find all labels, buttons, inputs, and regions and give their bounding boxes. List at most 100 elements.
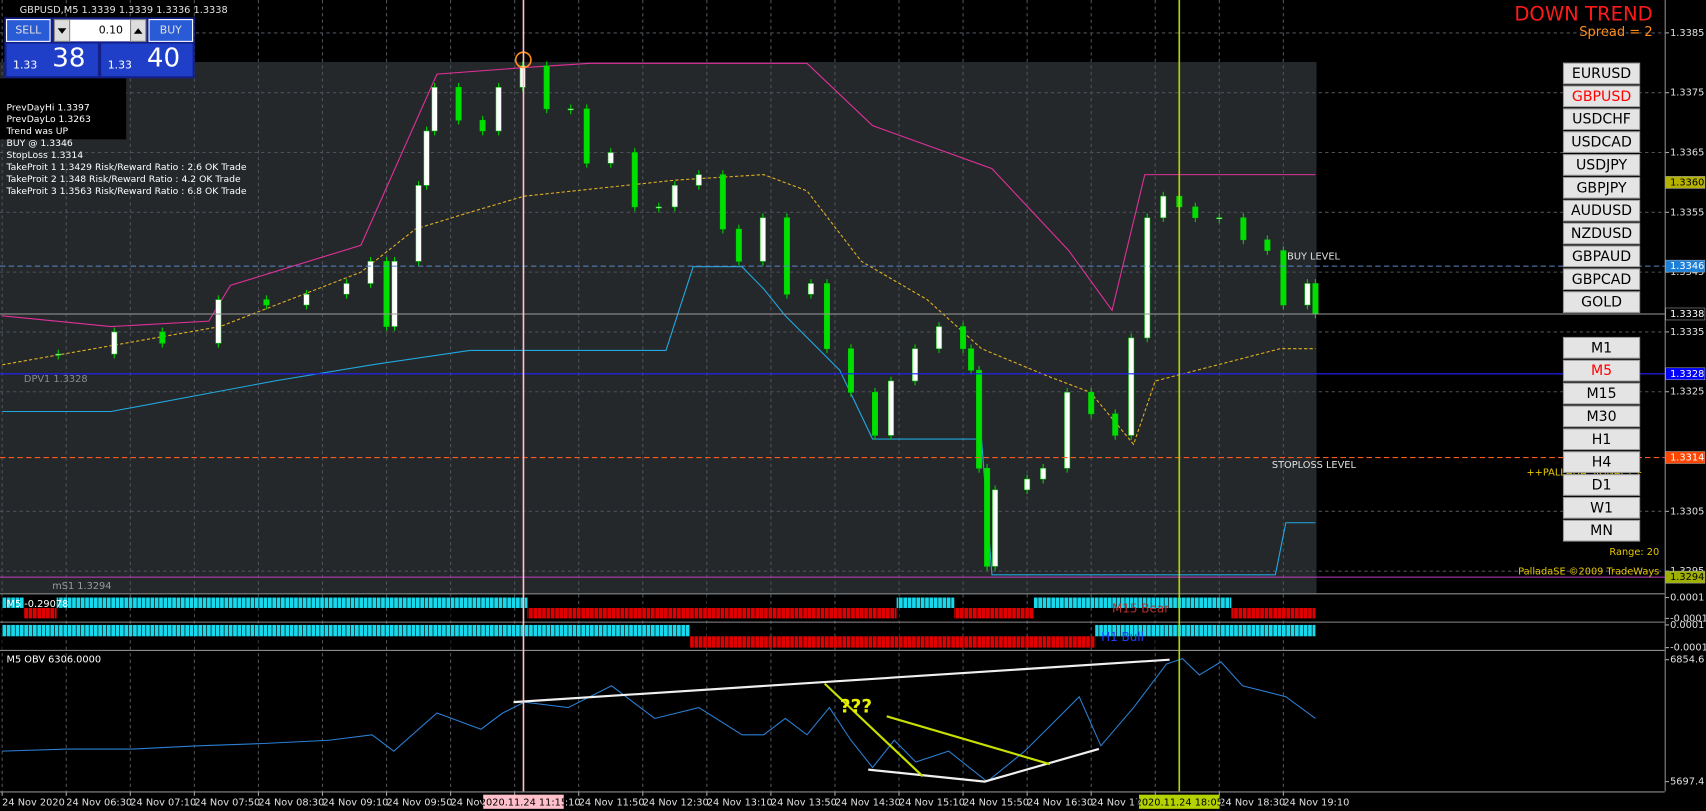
- panel-annotation: M15 Bear: [1112, 602, 1169, 616]
- timeframes-label[interactable]: H1: [1592, 432, 1612, 448]
- timeframes-label[interactable]: D1: [1592, 478, 1612, 494]
- buy-button[interactable]: [148, 19, 194, 42]
- candle: [1192, 206, 1199, 218]
- symbols-label[interactable]: GBPJPY: [1576, 180, 1627, 196]
- symbols-button[interactable]: [1562, 62, 1641, 85]
- lots-value[interactable]: 0.10: [99, 23, 123, 36]
- candle: [1088, 392, 1095, 415]
- symbols-button[interactable]: [1562, 85, 1641, 108]
- timeframes-button[interactable]: [1562, 496, 1641, 519]
- level-text: DPV1 1.3328: [24, 374, 88, 385]
- candle: [1216, 217, 1223, 220]
- symbols-label[interactable]: GOLD: [1581, 295, 1622, 311]
- info-line: TakeProit 2 1.348 Risk/Reward Ratio : 4.…: [6, 174, 241, 185]
- y-tick-label: 6854.6: [1670, 655, 1704, 666]
- candle: [431, 87, 438, 132]
- symbols-label[interactable]: GBPAUD: [1572, 249, 1631, 265]
- timeframes-button[interactable]: [1562, 428, 1641, 451]
- symbols-label[interactable]: USDCHF: [1572, 112, 1631, 128]
- info-line: TakeProit 1 1.3429 Risk/Reward Ratio : 2…: [6, 162, 247, 173]
- buy-label[interactable]: BUY: [160, 23, 182, 36]
- candle: [992, 489, 999, 567]
- candle: [1240, 217, 1247, 241]
- symbols-label[interactable]: AUDUSD: [1571, 203, 1632, 219]
- timeframes-label[interactable]: M15: [1586, 386, 1616, 402]
- state-bar: [2, 597, 24, 608]
- timeframes-label[interactable]: M1: [1591, 340, 1612, 356]
- symbols-button[interactable]: [1562, 154, 1641, 176]
- symbols-label[interactable]: EURUSD: [1572, 66, 1631, 82]
- copyright: PalladaSE ©2009 TradeWays: [1518, 567, 1659, 578]
- timeframes-button[interactable]: [1562, 336, 1641, 359]
- obv-annotations: [513, 658, 1170, 783]
- level-text: STOPLOSS LEVEL: [1272, 460, 1357, 471]
- timeframes-label[interactable]: MN: [1590, 523, 1613, 539]
- candle: [1112, 413, 1119, 436]
- symbols-label[interactable]: USDJPY: [1576, 157, 1628, 173]
- y-tick-label: 1.3335: [1670, 327, 1704, 338]
- symbols-label[interactable]: USDCAD: [1571, 135, 1632, 151]
- y-tick-label: 1.3305: [1670, 506, 1704, 517]
- symbols-button[interactable]: [1562, 291, 1641, 313]
- symbols-button[interactable]: [1562, 108, 1641, 131]
- state-bar: [527, 607, 897, 619]
- trend-line: [868, 747, 1100, 783]
- symbols-button[interactable]: [1562, 268, 1641, 291]
- overlay-line: [2, 266, 1316, 576]
- sell-label[interactable]: SELL: [15, 23, 41, 36]
- overlay-line: [2, 174, 1316, 446]
- timeframes-button[interactable]: [1562, 382, 1641, 405]
- candle: [455, 87, 462, 121]
- y-tick-label: 0.0001: [1670, 593, 1704, 604]
- x-tick-label: 24 Nov 09:10: [322, 797, 388, 808]
- lots-input[interactable]: [54, 19, 146, 42]
- bid-box[interactable]: [6, 43, 98, 77]
- x-tick-label: 24 Nov 14:30: [835, 797, 901, 808]
- ask-box[interactable]: [101, 43, 193, 77]
- timeframes-label[interactable]: M5: [1591, 363, 1612, 379]
- timeframes-button[interactable]: [1562, 519, 1641, 542]
- timeframes-button[interactable]: [1562, 405, 1641, 428]
- symbols-button[interactable]: [1562, 245, 1641, 268]
- candle: [936, 326, 943, 349]
- sell-button[interactable]: [5, 19, 51, 42]
- candle: [735, 228, 742, 262]
- symbols-button[interactable]: [1562, 199, 1641, 222]
- x-tick-label: 24 Nov 13:10: [707, 797, 773, 808]
- trade-panel: SELL 0.10 BUY 1.33 38 1.33 40: [4, 17, 195, 79]
- trend-line: [886, 715, 1051, 766]
- symbols-button[interactable]: [1562, 176, 1641, 199]
- x-tick-label: 24 Nov 17:10: [1091, 797, 1157, 808]
- bid-pips[interactable]: 38: [52, 43, 85, 73]
- x-tick-label: 24 Nov 18:30: [1219, 797, 1285, 808]
- separators: [0, 0, 1666, 793]
- symbols-label[interactable]: NZDUSD: [1571, 226, 1632, 242]
- timeframes-button[interactable]: [1562, 451, 1641, 473]
- symbols-label[interactable]: GBPUSD: [1572, 89, 1631, 105]
- level-box: [1665, 259, 1706, 273]
- spread: Spread = 2: [1579, 25, 1652, 40]
- symbols-label[interactable]: GBPCAD: [1572, 272, 1632, 288]
- timeframes-button[interactable]: [1562, 359, 1641, 382]
- symbols-button[interactable]: [1562, 131, 1641, 153]
- ask-big[interactable]: 1.33: [108, 58, 132, 71]
- timeframes-button[interactable]: [1562, 474, 1641, 496]
- candle: [655, 206, 662, 209]
- candle: [415, 185, 422, 262]
- level-box: [1665, 176, 1706, 189]
- y-tick-label: 1.3325: [1670, 387, 1704, 398]
- candle: [495, 87, 502, 132]
- symbols-button[interactable]: [1562, 222, 1641, 245]
- ask-pips[interactable]: 40: [147, 43, 180, 73]
- bid-big[interactable]: 1.33: [13, 58, 37, 71]
- timeframes-label[interactable]: M30: [1586, 409, 1616, 425]
- candle: [423, 130, 430, 186]
- candle: [872, 392, 878, 436]
- timeframes-label[interactable]: H4: [1592, 455, 1612, 471]
- candle: [1040, 468, 1047, 480]
- candle: [984, 468, 991, 567]
- candle: [1280, 250, 1287, 306]
- timeframes-label[interactable]: W1: [1590, 500, 1613, 516]
